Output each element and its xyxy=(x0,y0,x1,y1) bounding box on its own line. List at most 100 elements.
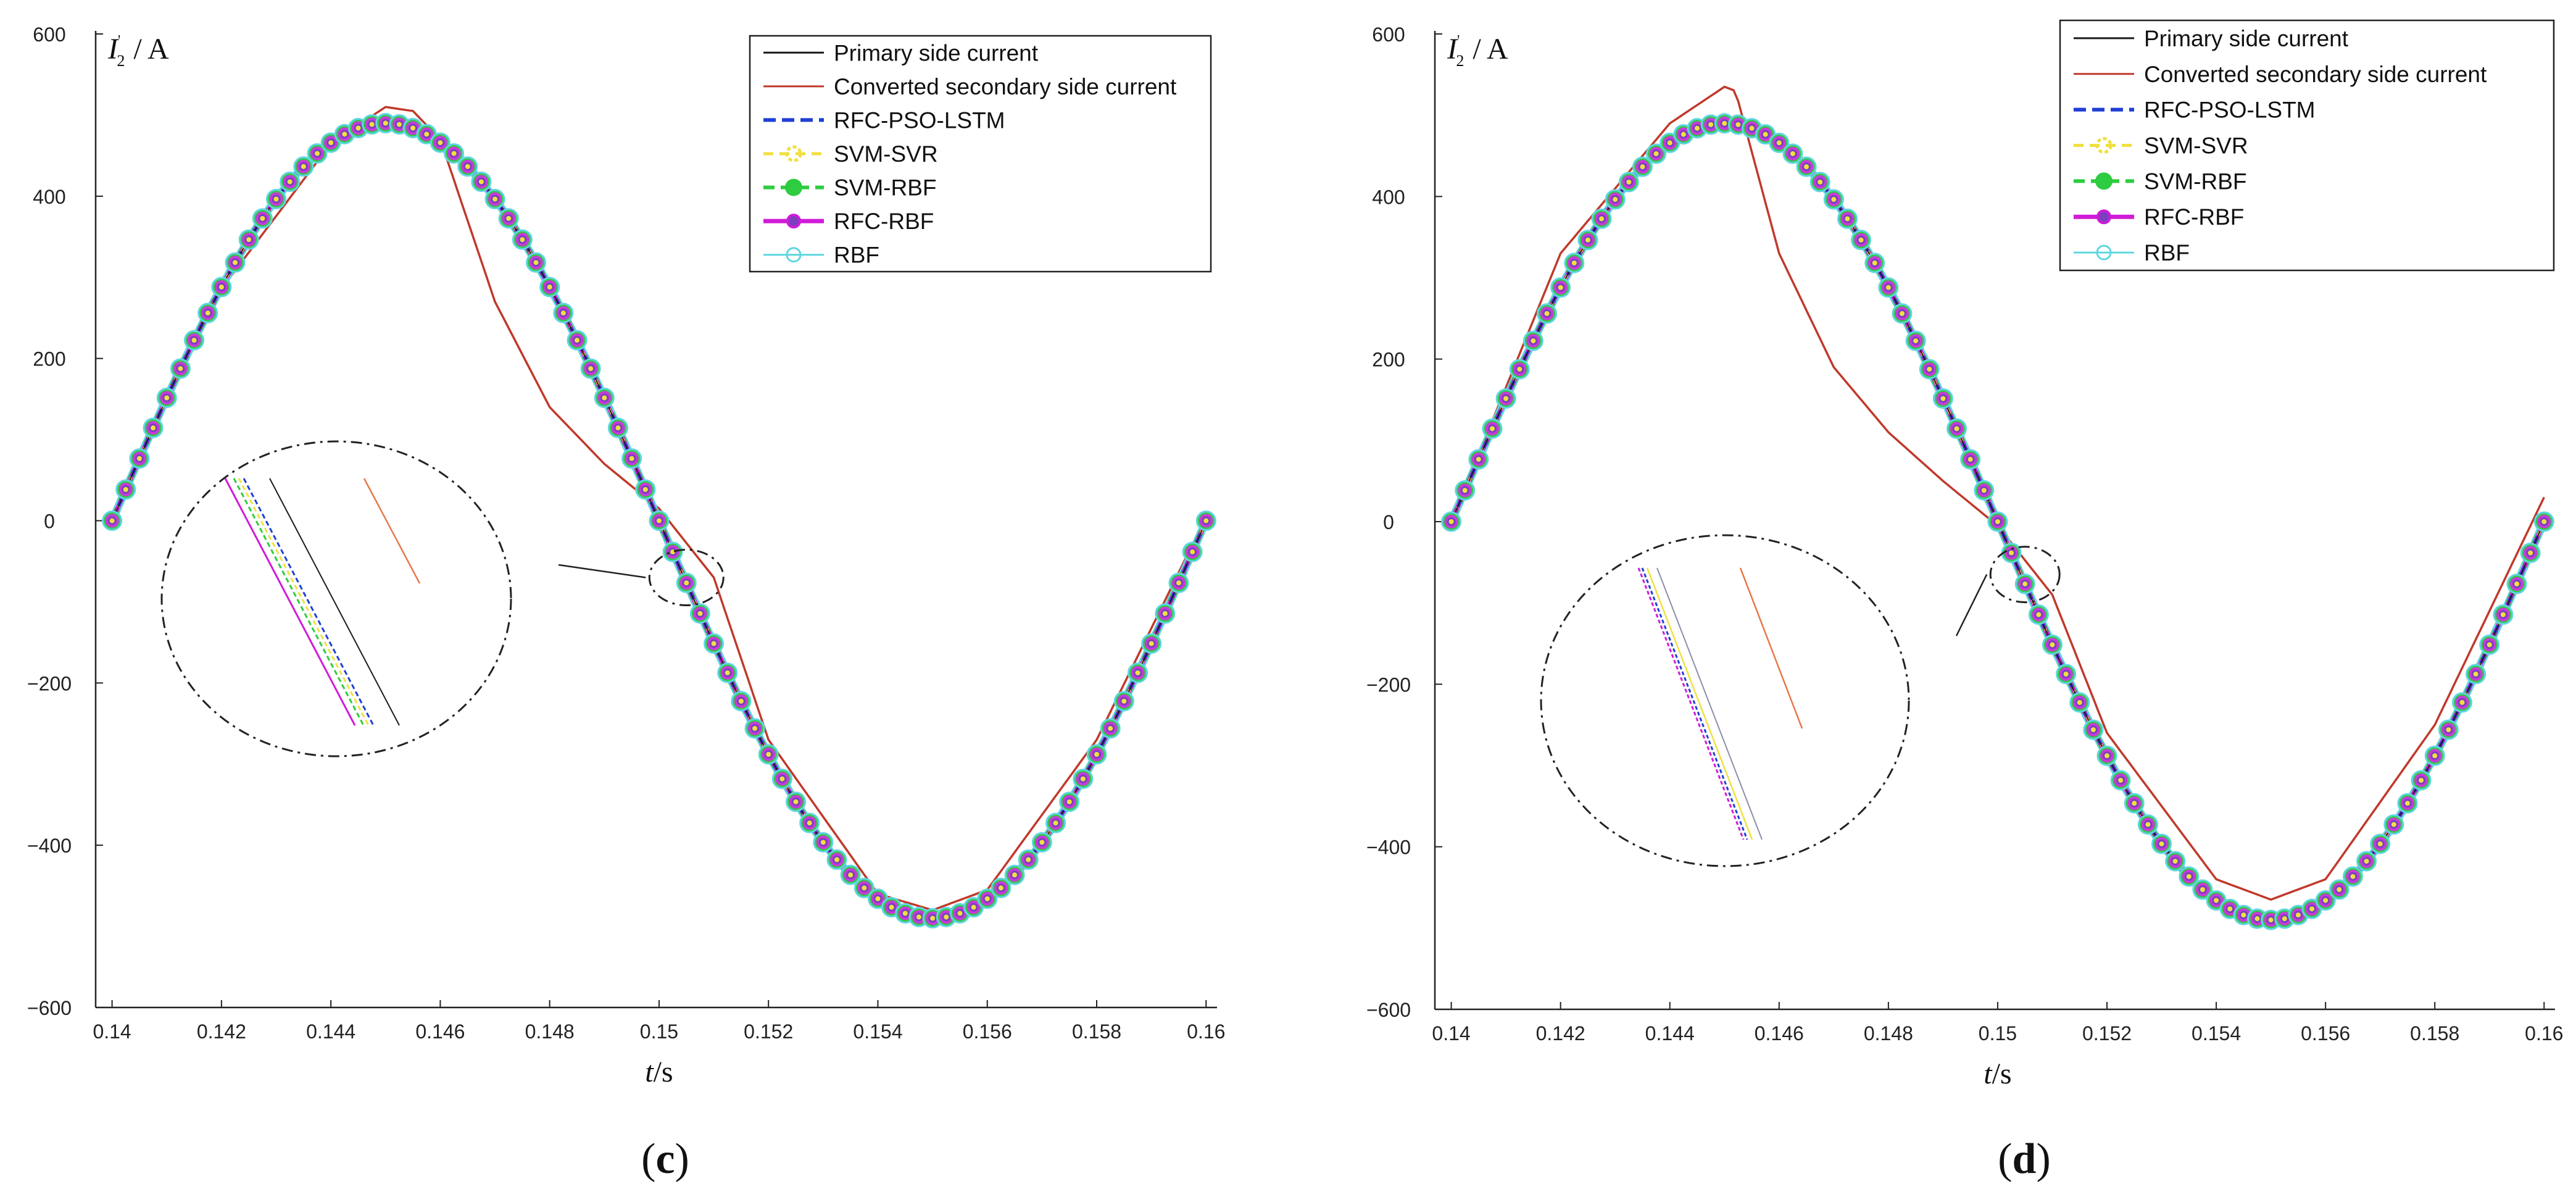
y-axis-title: I' 2 / A xyxy=(1447,33,1508,70)
legend-box xyxy=(2059,19,2555,272)
zoom-inset xyxy=(160,440,725,757)
svm-svr-marker xyxy=(1967,457,1973,462)
svm-svr-marker xyxy=(711,641,717,646)
svm-svr-marker xyxy=(2514,581,2520,586)
legend-label-svm-rbf: SVM-RBF xyxy=(2144,169,2247,194)
svm-svr-marker xyxy=(2364,859,2369,864)
x-tick-label: 0.152 xyxy=(2082,1022,2132,1045)
svm-svr-marker xyxy=(260,215,265,221)
chart-panel-d: 0.14 0.142 0.144 0.146 0.148 0.15 0.152 0.154 0.… xyxy=(1366,19,2563,1090)
legend-swatch-rfc-rbf-marker xyxy=(786,214,801,229)
svm-svr-marker xyxy=(1571,260,1577,265)
svm-svr-marker xyxy=(1872,260,1877,265)
svm-svr-marker xyxy=(2268,917,2274,923)
y-tick-label: −400 xyxy=(1366,836,1411,859)
x-axis-var: t xyxy=(645,1056,654,1088)
svm-svr-marker xyxy=(287,179,293,185)
y-tick-label: 200 xyxy=(1372,349,1405,371)
svm-svr-marker xyxy=(752,725,758,731)
series-group xyxy=(102,106,1216,928)
svm-svr-marker xyxy=(1517,367,1523,372)
x-tick-label: 0.152 xyxy=(744,1020,793,1043)
legend-swatch-svm-rbf-marker xyxy=(785,178,802,196)
legend: Primary side current Converted secondary … xyxy=(749,35,1212,273)
svm-svr-marker xyxy=(2254,916,2260,922)
x-tick-label: 0.14 xyxy=(93,1020,131,1043)
y-tick-label: 600 xyxy=(33,23,65,46)
x-tick-label: 0.142 xyxy=(1536,1022,1585,1045)
x-tick-label: 0.146 xyxy=(1755,1022,1804,1045)
svm-svr-marker xyxy=(2295,912,2301,918)
chart-panel-c: 0.14 0.142 0.144 0.146 0.148 0.15 0.152 0.154 0.… xyxy=(27,23,1225,1088)
svm-svr-marker xyxy=(410,125,416,131)
svm-svr-marker xyxy=(369,122,375,127)
svm-svr-marker xyxy=(1899,311,1905,316)
svm-svr-marker xyxy=(2487,642,2492,648)
y-axis-subscript: 2 xyxy=(1456,52,1464,70)
svm-svr-marker xyxy=(1476,457,1481,462)
svm-svr-marker xyxy=(1039,840,1045,845)
svm-svr-marker xyxy=(738,698,744,704)
svm-svr-marker xyxy=(793,799,799,804)
svm-svr-marker xyxy=(342,131,347,137)
legend: Primary side current Converted secondary … xyxy=(2059,19,2555,272)
svm-svr-marker xyxy=(2200,887,2205,893)
svm-svr-marker xyxy=(328,140,334,146)
x-tick-label: 0.16 xyxy=(1187,1020,1225,1043)
svm-svr-marker xyxy=(506,215,512,221)
svm-svr-marker xyxy=(1108,725,1113,731)
svm-svr-marker xyxy=(807,820,812,826)
svm-svr-marker xyxy=(2350,874,2356,879)
legend-swatch-rbf-marker xyxy=(786,247,802,263)
x-tick-label: 0.148 xyxy=(525,1020,575,1043)
svm-svr-marker xyxy=(2050,642,2055,648)
svm-svr-marker xyxy=(1995,519,2000,524)
y-tick-label: 0 xyxy=(1383,511,1394,533)
svm-svr-marker xyxy=(2323,898,2329,903)
inset-segment-svm-svr xyxy=(1646,567,1753,840)
x-tick-label: 0.148 xyxy=(1864,1022,1913,1045)
svm-svr-marker xyxy=(1804,164,1809,170)
legend-swatch-svm-svr-marker xyxy=(2095,137,2113,154)
svm-svr-marker xyxy=(465,164,470,169)
svm-svr-marker xyxy=(1818,179,1823,185)
svm-svr-marker xyxy=(766,751,771,757)
inset-segment-primary xyxy=(269,478,400,726)
x-tick-label: 0.142 xyxy=(197,1020,246,1043)
y-axis-unit: / A xyxy=(1473,33,1508,65)
svm-svr-marker xyxy=(2459,699,2465,705)
series-group xyxy=(1441,85,2554,930)
svm-svr-marker xyxy=(520,237,525,243)
panel-label-c: (c) xyxy=(641,1135,689,1183)
y-tick-label: −600 xyxy=(27,997,72,1019)
svm-svr-marker xyxy=(1599,216,1605,222)
y-axis-var: I xyxy=(1447,33,1458,65)
svm-svr-marker xyxy=(1927,367,1932,372)
svm-svr-marker xyxy=(2404,801,2410,806)
inset-segment-rfc-rbf xyxy=(1637,567,1745,840)
legend-label-converted-secondary-side-current: Converted secondary side current xyxy=(834,74,1177,99)
legend-label-svm-svr: SVM-SVR xyxy=(834,141,938,167)
svm-svr-marker xyxy=(684,580,689,586)
svm-svr-marker xyxy=(998,885,1003,891)
x-tick-label: 0.156 xyxy=(2301,1022,2350,1045)
zoom-connector-line xyxy=(558,564,646,578)
svm-svr-marker xyxy=(1121,698,1127,704)
x-tick-label: 0.144 xyxy=(306,1020,355,1043)
svm-svr-marker xyxy=(273,196,279,202)
legend-swatch-svm-svr-marker xyxy=(785,145,802,162)
svm-svr-marker xyxy=(1749,125,1755,131)
svm-svr-marker xyxy=(1094,751,1100,757)
svm-svr-marker xyxy=(588,366,594,372)
svm-svr-marker xyxy=(109,518,115,523)
svm-svr-marker xyxy=(1544,311,1550,316)
svm-svr-marker xyxy=(2009,550,2014,556)
svm-svr-marker xyxy=(944,914,949,920)
y-axis-var: I xyxy=(107,33,119,65)
svm-svr-marker xyxy=(1626,179,1632,185)
svm-svr-marker xyxy=(1203,518,1209,523)
svm-svr-marker xyxy=(1735,122,1741,127)
svm-svr-marker xyxy=(779,776,785,782)
svm-svr-marker xyxy=(984,896,990,901)
